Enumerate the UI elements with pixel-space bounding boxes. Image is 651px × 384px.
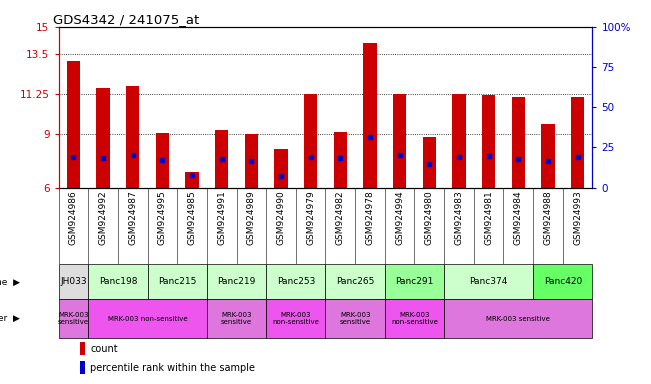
Bar bbox=[571, 96, 584, 188]
Text: GSM924993: GSM924993 bbox=[573, 190, 582, 245]
Text: GSM924989: GSM924989 bbox=[247, 190, 256, 245]
Bar bbox=[533, 265, 592, 300]
Text: cell line  ▶: cell line ▶ bbox=[0, 278, 20, 286]
Bar bbox=[363, 43, 377, 188]
Bar bbox=[444, 300, 592, 338]
Text: count: count bbox=[90, 344, 118, 354]
Bar bbox=[393, 94, 406, 188]
Text: GSM924978: GSM924978 bbox=[365, 190, 374, 245]
Bar bbox=[541, 124, 555, 188]
Text: MRK-003 sensitive: MRK-003 sensitive bbox=[486, 316, 550, 322]
Bar bbox=[80, 361, 85, 374]
Bar bbox=[266, 265, 326, 300]
Bar bbox=[215, 131, 229, 188]
Bar bbox=[326, 300, 385, 338]
Bar bbox=[126, 86, 139, 188]
Text: percentile rank within the sample: percentile rank within the sample bbox=[90, 363, 255, 373]
Bar bbox=[207, 300, 266, 338]
Text: GSM924994: GSM924994 bbox=[395, 190, 404, 245]
Text: GSM924995: GSM924995 bbox=[158, 190, 167, 245]
Bar bbox=[482, 95, 495, 188]
Bar bbox=[334, 132, 347, 188]
Text: GSM924983: GSM924983 bbox=[454, 190, 464, 245]
Text: JH033: JH033 bbox=[60, 278, 87, 286]
Bar bbox=[385, 265, 444, 300]
Bar bbox=[326, 265, 385, 300]
Bar bbox=[67, 61, 80, 188]
Text: Panc265: Panc265 bbox=[336, 278, 374, 286]
Text: GDS4342 / 241075_at: GDS4342 / 241075_at bbox=[53, 13, 199, 26]
Text: MRK-003
sensitive: MRK-003 sensitive bbox=[58, 312, 89, 325]
Bar bbox=[148, 265, 207, 300]
Text: MRK-003 non-sensitive: MRK-003 non-sensitive bbox=[108, 316, 187, 322]
Text: MRK-003
sensitive: MRK-003 sensitive bbox=[221, 312, 252, 325]
Bar bbox=[444, 265, 533, 300]
Bar bbox=[156, 133, 169, 188]
Text: Panc253: Panc253 bbox=[277, 278, 315, 286]
Text: GSM924992: GSM924992 bbox=[98, 190, 107, 245]
Text: other  ▶: other ▶ bbox=[0, 314, 20, 323]
Text: Panc198: Panc198 bbox=[99, 278, 137, 286]
Text: GSM924982: GSM924982 bbox=[336, 190, 345, 245]
Text: GSM924984: GSM924984 bbox=[514, 190, 523, 245]
Bar bbox=[422, 137, 436, 188]
Bar bbox=[89, 265, 148, 300]
Text: GSM924986: GSM924986 bbox=[69, 190, 78, 245]
Text: Panc420: Panc420 bbox=[544, 278, 582, 286]
Text: GSM924980: GSM924980 bbox=[425, 190, 434, 245]
Text: GSM924988: GSM924988 bbox=[544, 190, 553, 245]
Bar bbox=[266, 300, 326, 338]
Bar bbox=[274, 149, 288, 188]
Bar bbox=[304, 94, 317, 188]
Text: GSM924979: GSM924979 bbox=[306, 190, 315, 245]
Text: GSM924987: GSM924987 bbox=[128, 190, 137, 245]
Text: GSM924981: GSM924981 bbox=[484, 190, 493, 245]
Text: Panc215: Panc215 bbox=[158, 278, 197, 286]
Text: Panc291: Panc291 bbox=[395, 278, 434, 286]
Bar bbox=[80, 342, 85, 355]
Bar bbox=[245, 134, 258, 188]
Text: GSM924985: GSM924985 bbox=[187, 190, 197, 245]
Bar bbox=[512, 96, 525, 188]
Text: GSM924991: GSM924991 bbox=[217, 190, 226, 245]
Bar bbox=[89, 300, 207, 338]
Text: Panc219: Panc219 bbox=[217, 278, 256, 286]
Text: MRK-003
sensitive: MRK-003 sensitive bbox=[340, 312, 370, 325]
Bar bbox=[59, 300, 89, 338]
Text: Panc374: Panc374 bbox=[469, 278, 508, 286]
Bar bbox=[385, 300, 444, 338]
Text: MRK-003
non-sensitive: MRK-003 non-sensitive bbox=[391, 312, 438, 325]
Bar bbox=[96, 88, 110, 188]
Bar bbox=[452, 94, 465, 188]
Bar bbox=[186, 172, 199, 188]
Text: MRK-003
non-sensitive: MRK-003 non-sensitive bbox=[272, 312, 319, 325]
Bar bbox=[207, 265, 266, 300]
Text: GSM924990: GSM924990 bbox=[277, 190, 286, 245]
Bar bbox=[59, 265, 89, 300]
